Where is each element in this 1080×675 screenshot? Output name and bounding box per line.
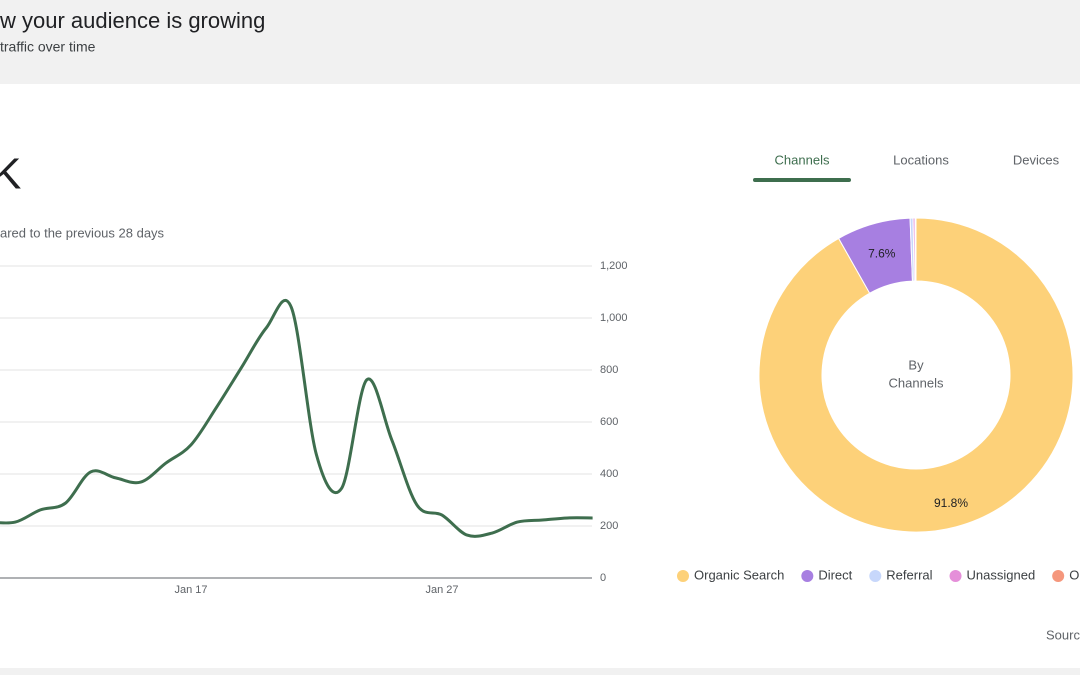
center-label: Channels — [889, 375, 944, 390]
legend-label: Org — [1069, 567, 1080, 582]
legend-label: Direct — [818, 567, 852, 582]
y-tick-label: 1,000 — [600, 312, 628, 324]
x-tick-label: Jan 27 — [425, 584, 458, 596]
donut-slice — [914, 217, 917, 282]
slice-label: 7.6% — [868, 246, 896, 260]
legend-label: Organic Search — [694, 567, 784, 582]
tab[interactable]: Locations — [893, 152, 949, 167]
legend-label: Unassigned — [967, 567, 1036, 582]
legend-swatch — [869, 570, 882, 582]
tab[interactable]: Devices — [1013, 152, 1060, 167]
y-tick-label: 600 — [600, 416, 618, 428]
y-tick-label: 400 — [600, 468, 618, 480]
y-tick-label: 200 — [600, 520, 618, 532]
tab-indicator — [753, 178, 851, 182]
y-tick-label: 0 — [600, 572, 606, 584]
center-label: By — [908, 357, 924, 372]
x-tick-label: Jan 17 — [174, 584, 207, 596]
legend-swatch — [677, 570, 689, 582]
legend-label: Referral — [886, 567, 932, 582]
legend-swatch — [1052, 570, 1065, 582]
legend-swatch — [949, 570, 962, 582]
y-tick-label: 1,200 — [600, 260, 628, 272]
legend-swatch — [801, 570, 814, 582]
y-tick-label: 800 — [600, 364, 618, 376]
source: Sourc — [1046, 627, 1080, 642]
footer-band — [0, 668, 1080, 675]
tab[interactable]: Channels — [775, 152, 830, 167]
header-subtitle: traffic over time — [0, 39, 96, 55]
slice-label: 91.8% — [934, 496, 968, 510]
line-series — [0, 298, 593, 538]
header-band — [0, 0, 1080, 84]
header-title: w your audience is growing — [0, 8, 265, 33]
summary-comparison: ared to the previous 28 days — [0, 225, 165, 240]
donut-slice — [758, 217, 1074, 533]
summary-value: K — [0, 150, 21, 199]
